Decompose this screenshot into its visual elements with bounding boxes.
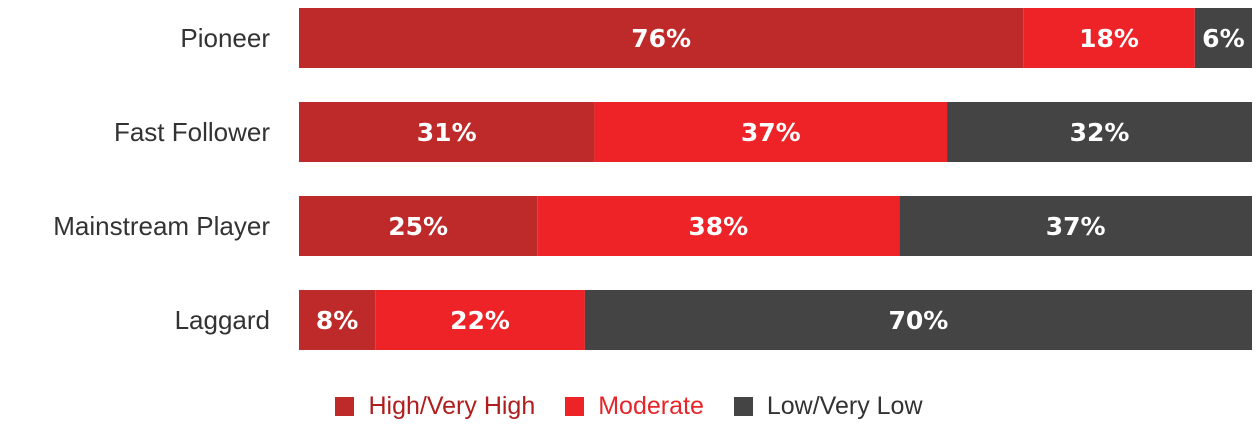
bar-laggard-high-very-high <box>299 290 376 350</box>
legend-swatch-moderate <box>565 396 585 416</box>
bars: 76% 18% 6% 31% 37% 32% 25% 38% 37% 8% 22% 70% <box>299 8 1252 350</box>
data-label-laggard-low-very-low: 70% <box>889 306 949 335</box>
bar-pioneer-low-very-low <box>1194 8 1252 68</box>
bar-fast-follower-high-very-high <box>299 102 595 162</box>
legend-item-high-very-high: High/Very High <box>335 392 535 421</box>
bar-pioneer-high-very-high <box>299 8 1024 68</box>
category-labels: Pioneer Fast Follower Mainstream Player Lag… <box>53 23 270 335</box>
bar-fast-follower-low-very-low <box>947 102 1252 162</box>
legend-item-low-very-low: Low/Very Low <box>733 391 923 421</box>
data-label-fast-follower-low-very-low: 32% <box>1070 118 1130 147</box>
data-label-laggard-high-very-high: 8% <box>316 306 358 335</box>
category-label-mainstream-player: Mainstream Player <box>53 211 270 241</box>
bar-mainstream-player-low-very-low <box>899 196 1252 256</box>
data-label-pioneer-moderate: 18% <box>1079 24 1139 53</box>
bar-mainstream-player-high-very-high <box>299 196 538 256</box>
legend-swatch-high-very-high <box>335 396 355 416</box>
bar-pioneer-moderate <box>1023 8 1195 68</box>
data-label-fast-follower-moderate: 37% <box>741 118 801 147</box>
bar-laggard-low-very-low <box>584 290 1252 350</box>
data-label-mainstream-player-low-very-low: 37% <box>1046 212 1106 241</box>
data-label-pioneer-low-very-low: 6% <box>1202 24 1244 53</box>
data-label-pioneer-high-very-high: 76% <box>631 24 691 53</box>
bar-mainstream-player-moderate <box>537 196 900 256</box>
data-label-mainstream-player-moderate: 38% <box>688 212 748 241</box>
legend-label-high-very-high: High/Very High <box>368 391 536 420</box>
category-label-pioneer: Pioneer <box>180 23 270 53</box>
legend: High/Very High Moderate Low/Very Low <box>0 388 1258 424</box>
bar-laggard-moderate <box>375 290 585 350</box>
category-label-fast-follower: Fast Follower <box>114 117 270 147</box>
data-label-fast-follower-high-very-high: 31% <box>417 118 477 147</box>
bar-fast-follower-moderate <box>594 102 948 162</box>
legend-label-moderate: Moderate <box>598 391 704 420</box>
stacked-bar-chart: Pioneer Fast Follower Mainstream Player Lag… <box>53 8 1252 350</box>
data-label-laggard-moderate: 22% <box>450 306 510 335</box>
legend-item-moderate: Moderate <box>565 392 704 421</box>
category-label-laggard: Laggard <box>175 305 270 335</box>
legend-swatch-low-very-low <box>733 396 753 416</box>
data-label-mainstream-player-high-very-high: 25% <box>388 212 448 241</box>
legend-label-low-very-low: Low/Very Low <box>766 391 923 420</box>
